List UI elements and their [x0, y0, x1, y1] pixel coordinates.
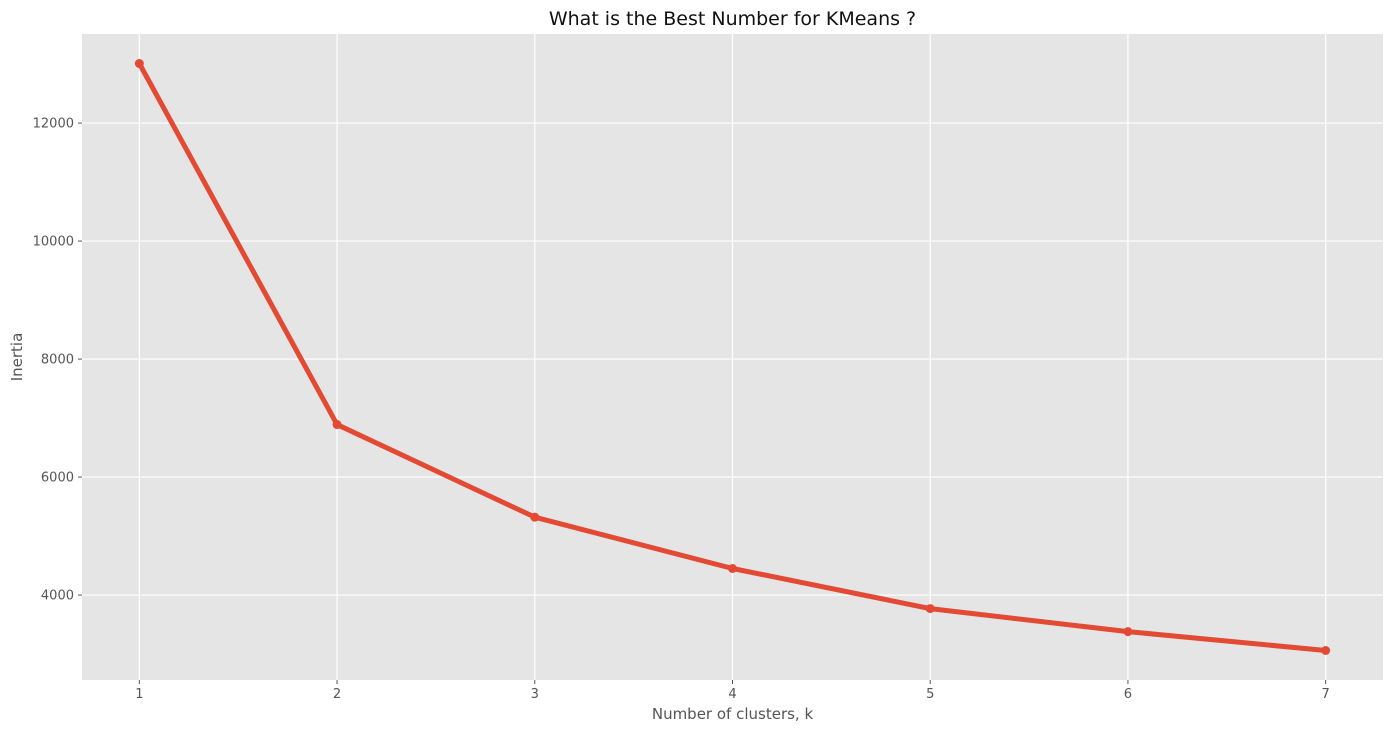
x-axis-label: Number of clusters, k — [652, 705, 814, 723]
y-tick-label: 10000 — [33, 235, 74, 250]
data-point — [1123, 627, 1133, 637]
x-tick-label: 1 — [135, 687, 143, 702]
data-point — [1321, 646, 1331, 656]
x-tick-label: 7 — [1322, 687, 1330, 702]
x-tick-label: 4 — [728, 687, 736, 702]
x-tick-label: 3 — [531, 687, 539, 702]
y-tick-label: 12000 — [33, 117, 74, 132]
y-tick-label: 4000 — [41, 589, 74, 604]
y-tick-label: 6000 — [41, 471, 74, 486]
x-tick-label: 2 — [333, 687, 341, 702]
chart-title: What is the Best Number for KMeans ? — [549, 8, 916, 30]
data-point — [925, 604, 935, 614]
data-point — [332, 420, 342, 430]
data-point — [530, 512, 540, 522]
y-tick-label: 8000 — [41, 353, 74, 368]
grid-lines — [82, 34, 1383, 680]
tick-labels: 1 2 3 4 5 6 7 4000 6000 8000 10000 12000 — [33, 117, 1330, 702]
y-axis-label: Inertia — [8, 333, 26, 382]
x-tick-label: 5 — [926, 687, 934, 702]
data-point — [728, 563, 737, 573]
x-tick-label: 6 — [1124, 687, 1132, 702]
data-point — [134, 58, 144, 68]
series-layer — [134, 58, 1331, 656]
